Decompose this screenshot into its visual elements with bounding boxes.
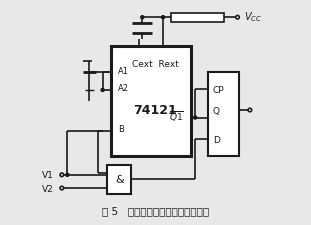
Bar — [171, 14, 224, 23]
Circle shape — [161, 17, 165, 20]
Text: $V_{CC}$: $V_{CC}$ — [244, 10, 262, 24]
Text: V2: V2 — [42, 184, 54, 193]
Bar — [208, 73, 239, 156]
Text: Q: Q — [213, 106, 220, 115]
Circle shape — [248, 109, 252, 112]
Text: $\overline{Q1}$: $\overline{Q1}$ — [169, 108, 184, 123]
Circle shape — [141, 17, 144, 20]
Circle shape — [60, 173, 63, 177]
Bar — [107, 165, 131, 194]
Text: &: & — [115, 174, 123, 184]
Text: 74121: 74121 — [133, 104, 177, 117]
Circle shape — [236, 16, 239, 20]
Circle shape — [66, 173, 69, 177]
Text: Cext  Rext: Cext Rext — [132, 60, 179, 69]
Bar — [111, 47, 191, 156]
Text: A2: A2 — [118, 84, 129, 93]
Circle shape — [60, 187, 63, 190]
Circle shape — [194, 117, 197, 119]
Text: B: B — [118, 124, 124, 133]
Text: CP: CP — [213, 85, 225, 94]
Text: V1: V1 — [42, 171, 54, 180]
Text: 图 5   相位鉴别及驱动信号产生电路: 图 5 相位鉴别及驱动信号产生电路 — [102, 206, 209, 216]
Circle shape — [101, 89, 104, 92]
Text: D: D — [213, 135, 220, 144]
Text: A1: A1 — [118, 66, 129, 75]
